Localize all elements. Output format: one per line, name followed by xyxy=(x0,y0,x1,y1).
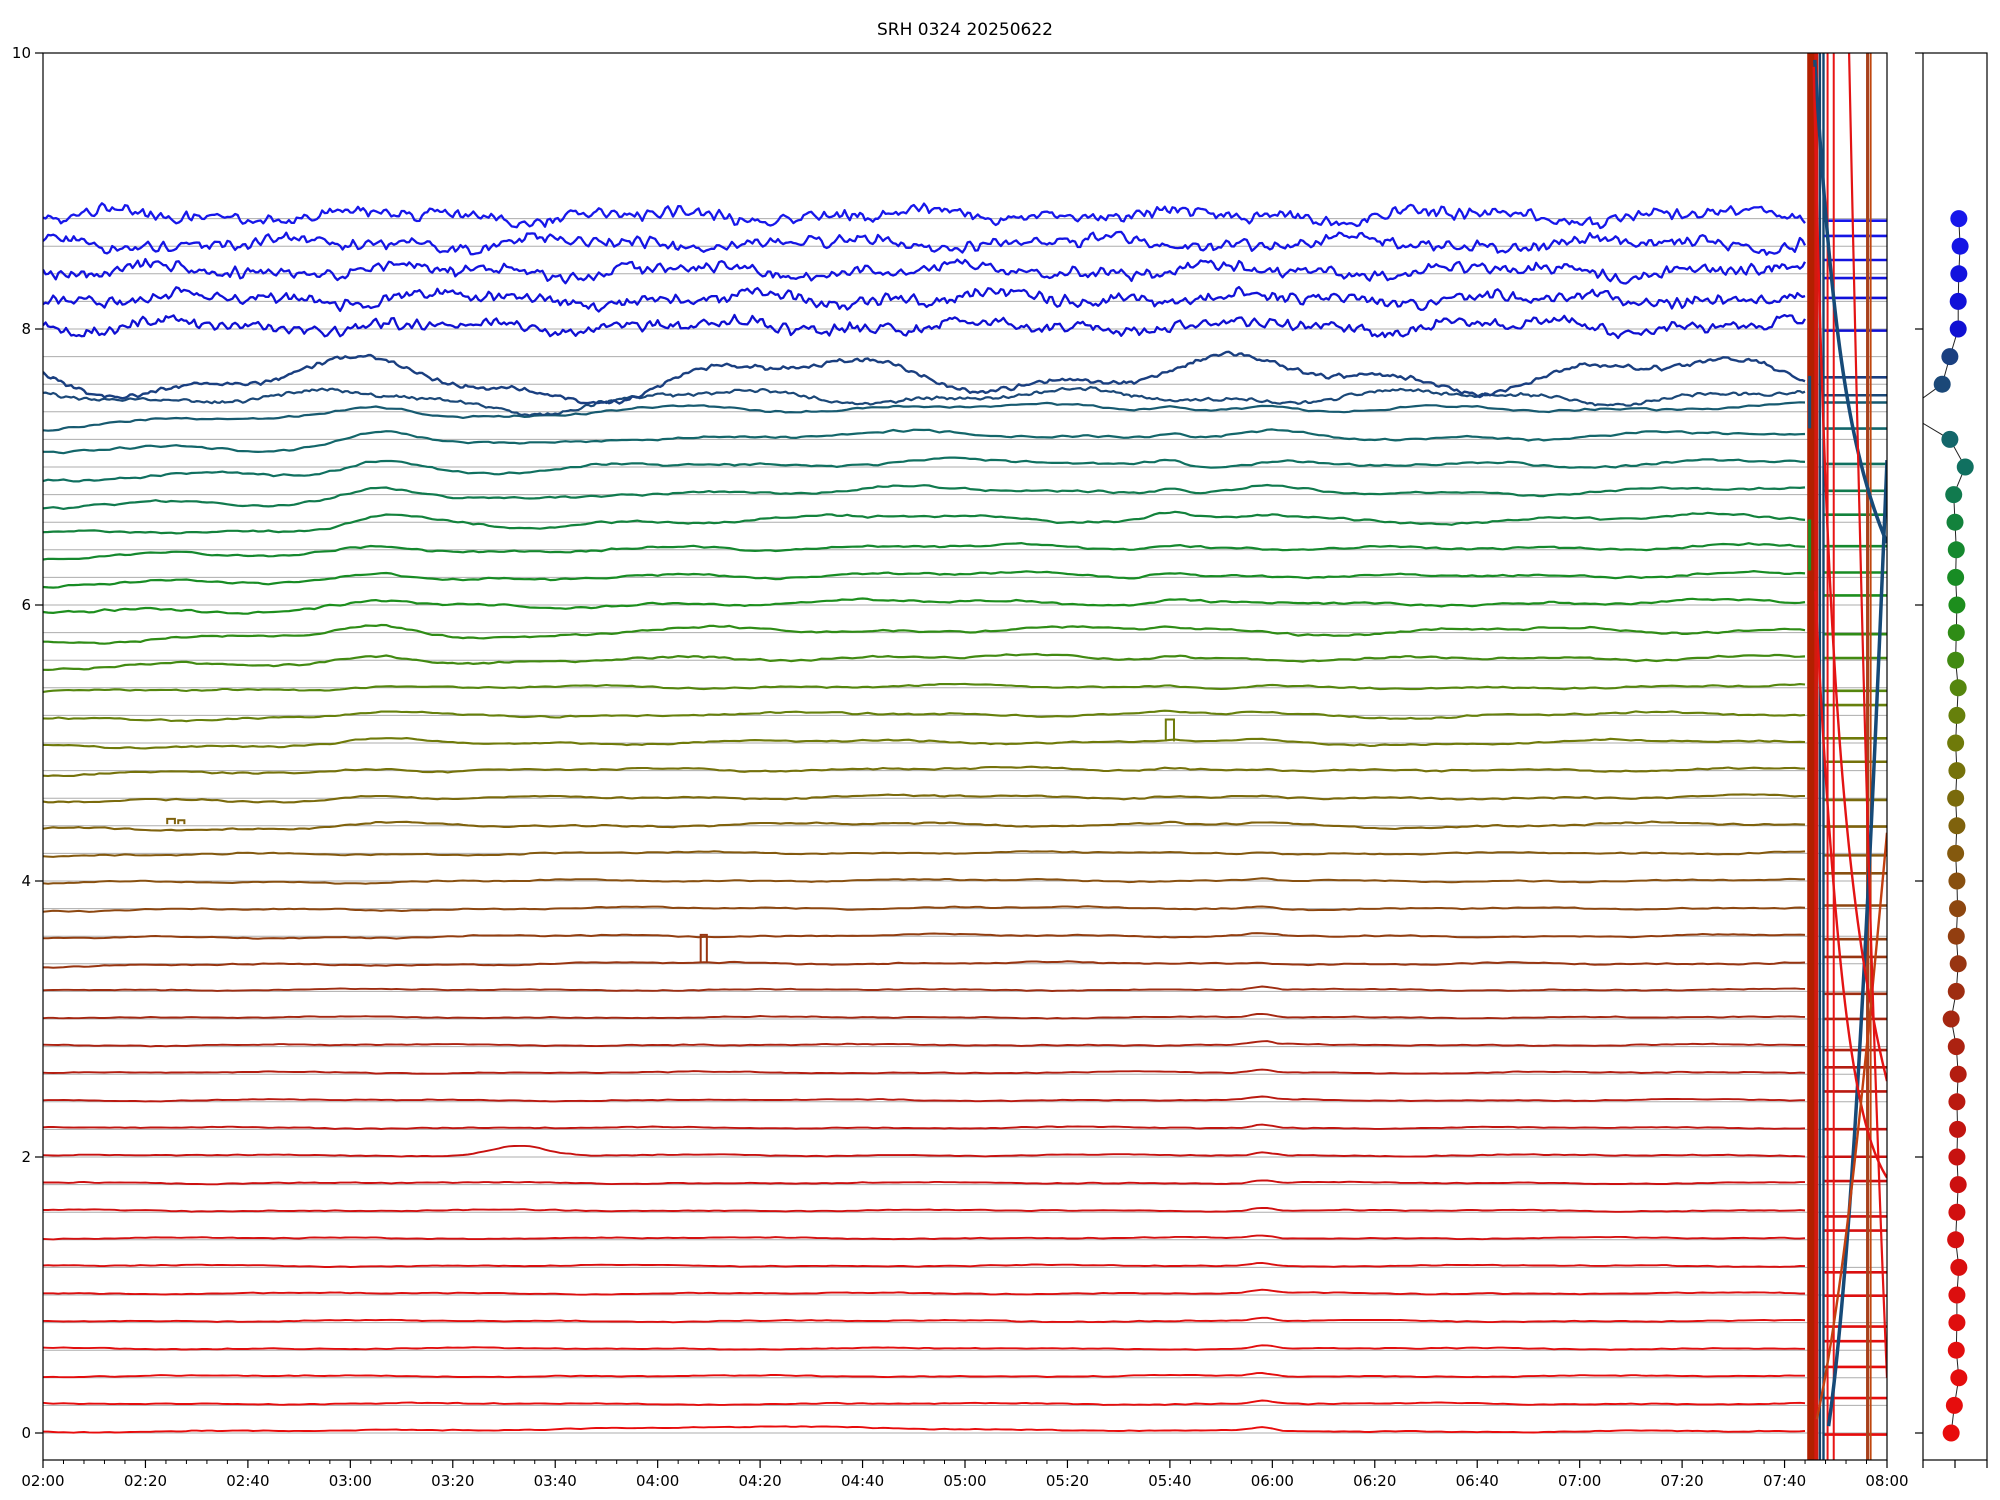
svg-text:10: 10 xyxy=(12,44,31,62)
svg-text:06:40: 06:40 xyxy=(1456,1472,1499,1490)
svg-text:07:20: 07:20 xyxy=(1660,1472,1703,1490)
svg-text:06:00: 06:00 xyxy=(1251,1472,1294,1490)
chart-title: SRH 0324 20250622 xyxy=(877,20,1053,40)
svg-text:03:00: 03:00 xyxy=(329,1472,372,1490)
svg-text:2: 2 xyxy=(21,1148,31,1166)
svg-text:8: 8 xyxy=(21,320,31,338)
svg-text:05:40: 05:40 xyxy=(1148,1472,1191,1490)
svg-text:05:20: 05:20 xyxy=(1046,1472,1089,1490)
svg-text:03:40: 03:40 xyxy=(534,1472,577,1490)
svg-text:4: 4 xyxy=(21,872,31,890)
svg-text:03:20: 03:20 xyxy=(431,1472,474,1490)
svg-text:6: 6 xyxy=(21,596,31,614)
svg-text:08:00: 08:00 xyxy=(1865,1472,1908,1490)
svg-text:04:40: 04:40 xyxy=(841,1472,884,1490)
svg-text:0: 0 xyxy=(21,1424,31,1442)
svg-text:02:20: 02:20 xyxy=(124,1472,167,1490)
svg-text:02:40: 02:40 xyxy=(226,1472,269,1490)
svg-text:04:20: 04:20 xyxy=(738,1472,781,1490)
svg-text:06:20: 06:20 xyxy=(1353,1472,1396,1490)
svg-text:05:00: 05:00 xyxy=(943,1472,986,1490)
svg-text:02:00: 02:00 xyxy=(21,1472,64,1490)
svg-text:04:00: 04:00 xyxy=(636,1472,679,1490)
svg-text:07:40: 07:40 xyxy=(1763,1472,1806,1490)
svg-text:07:00: 07:00 xyxy=(1558,1472,1601,1490)
